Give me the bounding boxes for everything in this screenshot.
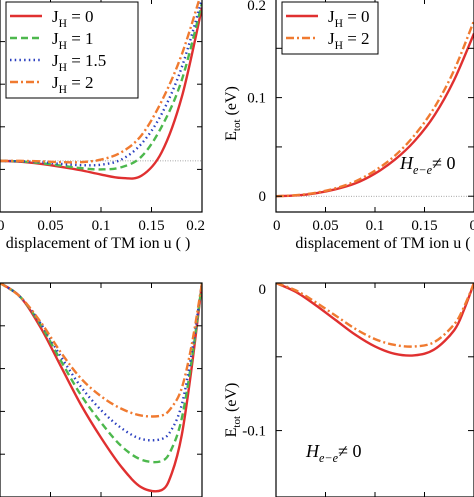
x-tick-label: 0 [470, 218, 474, 234]
series-line-0 [0, 283, 202, 493]
x-tick-label: 0.1 [366, 218, 385, 234]
x-tick-label: 0.1 [92, 218, 111, 234]
x-axis-label: displacement of TM ion u ( ) [6, 235, 191, 252]
series-group [0, 0, 202, 180]
x-tick-label: 0 [0, 218, 5, 234]
x-tick-label: 0.15 [411, 218, 437, 234]
series-line-1 [0, 283, 202, 464]
series-line-1 [0, 2, 202, 171]
series-line-1 [276, 20, 474, 198]
y-tick-label: 0 [259, 189, 267, 205]
x-axis-label: displacement of TM ion u ( [295, 235, 470, 252]
legend-entry: JH = 1.5 [52, 51, 106, 74]
series-line-1 [276, 283, 474, 348]
series-group [276, 20, 474, 198]
series-line-2 [0, 283, 202, 442]
x-tick-label: 0 [273, 218, 281, 234]
y-axis-label: Etot (eV) [223, 86, 243, 141]
series-group [0, 283, 202, 493]
legend-entry: JH = 0 [328, 7, 370, 30]
y-tick-label: 0 [259, 282, 267, 298]
series-group [276, 283, 474, 357]
panel-annotation: He−e≠ 0 [305, 441, 362, 465]
legend-entry: JH = 0 [52, 7, 94, 30]
legend-entry: JH = 2 [328, 29, 370, 52]
plot-frame [0, 282, 203, 497]
legend-entry: JH = 2 [52, 73, 94, 96]
legend: JH = 0JH = 2 [281, 1, 379, 55]
plot-frame [275, 282, 474, 497]
series-line-3 [0, 0, 201, 164]
legend: JH = 0JH = 1JH = 1.5JH = 2 [5, 1, 139, 99]
y-tick-label: 0.2 [247, 0, 266, 14]
series-line-3 [0, 283, 202, 418]
series-line-0 [276, 283, 474, 357]
y-axis-label: Etot (eV) [223, 383, 243, 438]
x-tick-label: 0.05 [312, 218, 338, 234]
y-tick-label: 0.1 [247, 91, 266, 107]
legend-box [281, 1, 379, 55]
x-tick-label: 0.05 [37, 218, 63, 234]
series-line-2 [0, 0, 202, 167]
y-tick-label: -0.1 [242, 424, 266, 440]
x-tick-label: 0.15 [138, 218, 164, 234]
panel-bottom-left [0, 282, 203, 497]
panel-annotation: He−e≠ 0 [399, 153, 456, 177]
x-tick-label: 0.2 [186, 218, 205, 234]
legend-entry: JH = 1 [52, 29, 94, 52]
